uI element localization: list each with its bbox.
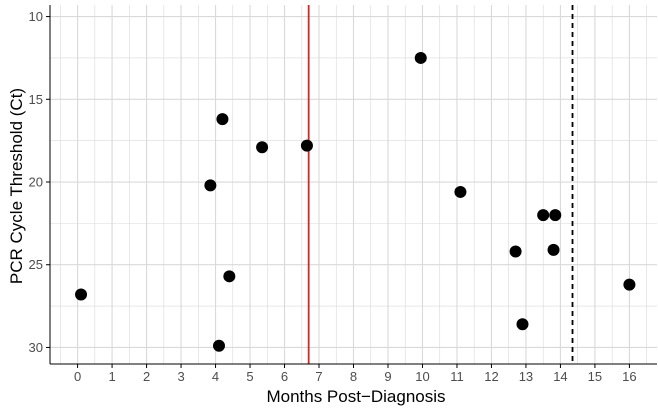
x-tick-label: 13 (519, 369, 533, 384)
x-tick-label: 11 (450, 369, 464, 384)
y-tick-label: 30 (29, 340, 43, 355)
x-tick-label: 4 (212, 369, 219, 384)
x-tick-label: 10 (415, 369, 429, 384)
y-tick-label: 15 (29, 92, 43, 107)
y-tick-label: 20 (29, 175, 43, 190)
y-axis-title: PCR Cycle Threshold (Ct) (7, 88, 26, 284)
data-point (204, 179, 217, 192)
x-tick-label: 7 (315, 369, 322, 384)
axes (46, 5, 657, 368)
x-tick-label: 14 (553, 369, 567, 384)
x-axis-title: Months Post−Diagnosis (266, 387, 445, 406)
y-tick-label: 25 (29, 257, 43, 272)
data-point (454, 185, 467, 198)
x-tick-label: 3 (177, 369, 184, 384)
data-point (547, 243, 560, 256)
data-point (509, 245, 522, 258)
x-tick-label: 15 (588, 369, 602, 384)
data-point (212, 339, 225, 352)
x-tick-label: 12 (484, 369, 498, 384)
x-tick-label: 6 (281, 369, 288, 384)
x-tick-label: 16 (622, 369, 636, 384)
x-tick-label: 5 (246, 369, 253, 384)
data-point (414, 51, 427, 64)
data-point (256, 141, 269, 154)
x-tick-label: 2 (143, 369, 150, 384)
x-tick-label: 9 (384, 369, 391, 384)
data-point (516, 318, 529, 331)
x-tick-label: 8 (350, 369, 357, 384)
data-point (537, 209, 550, 222)
data-point (300, 139, 313, 152)
reference-lines (307, 5, 574, 364)
x-tick-label: 1 (108, 369, 115, 384)
data-point (75, 288, 88, 301)
data-points (75, 51, 636, 352)
data-point (623, 278, 636, 291)
data-point (223, 270, 236, 283)
grid (50, 5, 657, 364)
x-tick-label: 0 (74, 369, 81, 384)
data-point (216, 113, 229, 126)
y-tick-label: 10 (29, 9, 43, 24)
data-point (549, 209, 562, 222)
